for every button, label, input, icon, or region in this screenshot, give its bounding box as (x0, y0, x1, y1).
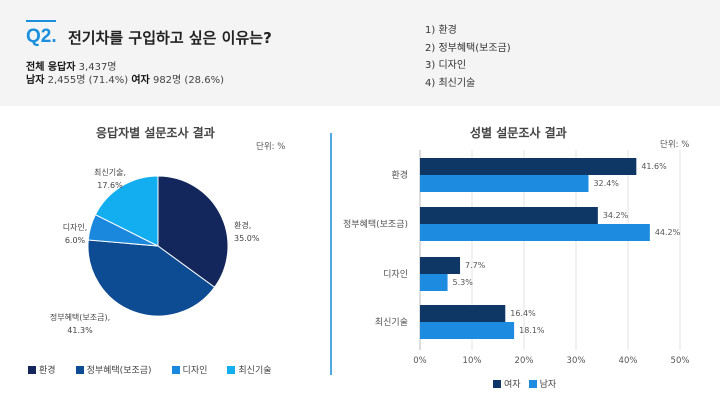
option-1: 1) 환경 (425, 25, 457, 36)
bar-legend: 여자 남자 (493, 377, 576, 390)
female-value: 982명 (28.6%) (152, 75, 224, 86)
bar-male (420, 224, 650, 241)
bar-male (420, 274, 448, 291)
bar-xtick-label: 30% (567, 356, 586, 366)
bar-male (420, 322, 515, 339)
bar-category-label: 디자인 (383, 269, 408, 280)
pie-label-env: 환경, (234, 220, 251, 230)
pie-chart: 환경, 35.0% 정부혜택(보조금), 41.3% 디자인, 6.0% 최신기술, 17.6… (50, 167, 260, 335)
pie-value-design: 6.0% (65, 236, 86, 245)
question-number: Q2. (26, 26, 57, 47)
legend-item-gov: 정부혜택(보조금) (75, 363, 152, 376)
legend-label-env: 환경 (39, 366, 56, 376)
pie-label-tech: 최신기술, (94, 167, 126, 177)
respondent-summary: 전체 응답자 3,437명 남자 2,455명 (71.4%) 여자 982명 … (26, 61, 224, 87)
bar-female (420, 207, 598, 224)
legend-item-female: 여자 (493, 377, 521, 390)
pie-label-gov: 정부혜택(보조금), (50, 312, 110, 322)
legend-item-env: 환경 (28, 363, 56, 376)
bar-value-label: 34.2% (603, 211, 629, 220)
pie-slice-env (157, 175, 229, 288)
bar-value-label: 5.3% (453, 278, 474, 287)
bar-male (420, 175, 589, 192)
total-label: 전체 응답자 (26, 62, 76, 73)
bar-category-label: 환경 (391, 169, 408, 181)
bar-xtick-label: 40% (619, 356, 638, 366)
pie-value-env: 35.0% (234, 234, 260, 243)
legend-label-male: 남자 (539, 380, 557, 390)
legend-swatch-design (171, 365, 180, 374)
legend-swatch-male (528, 379, 537, 388)
bar-xtick-label: 50% (671, 356, 690, 366)
bar-female (420, 257, 461, 274)
legend-label-tech: 최신기술 (238, 366, 272, 376)
pie-slice-tech (94, 175, 159, 247)
legend-swatch-tech (227, 365, 236, 374)
legend-label-female: 여자 (504, 380, 521, 390)
female-label: 여자 (131, 75, 150, 86)
pie-chart-title: 응답자별 설문조사 결과 (96, 126, 215, 140)
bar-female (420, 305, 506, 322)
pie-legend: 환경 정부혜택(보조금) 디자인 최신기술 (28, 363, 292, 376)
legend-label-design: 디자인 (182, 366, 208, 376)
bar-xtick-label: 10% (463, 356, 482, 366)
legend-item-design: 디자인 (171, 363, 208, 376)
legend-item-tech: 최신기술 (227, 363, 272, 376)
bar-value-label: 18.1% (519, 326, 545, 335)
male-value: 2,455명 (71.4%) (47, 75, 129, 86)
answer-options: 1) 환경 2) 정부혜택(보조금) 3) 디자인 4) 최신기술 (425, 22, 511, 92)
bar-value-label: 32.4% (593, 179, 619, 188)
legend-item-male: 남자 (528, 377, 557, 390)
bar-category-label: 정부혜택(보조금) (343, 218, 408, 230)
question-header: Q2. 전기차를 구입하고 싶은 이유는? 전체 응답자 3,437명 남자 2… (0, 0, 720, 106)
bar-female (420, 158, 637, 175)
question-accent-line (26, 20, 56, 22)
legend-swatch-female (493, 379, 501, 388)
option-3: 3) 디자인 (425, 60, 467, 71)
legend-swatch-env (28, 365, 36, 374)
bar-unit-label: 단위: % (660, 140, 690, 150)
option-4: 4) 최신기술 (425, 77, 476, 89)
bar-value-label: 41.6% (641, 162, 667, 171)
total-value: 3,437명 (78, 62, 117, 73)
bar-xtick-label: 0% (413, 356, 427, 366)
pie-slice-gov (87, 239, 216, 317)
legend-swatch-gov (75, 365, 84, 374)
male-label: 남자 (26, 75, 45, 86)
bar-chart: 0% 10% 20% 30% 40% 50% 환경 41.6% 32.4% 정부혜택(보조금) 34… (343, 150, 690, 366)
bar-category-label: 최신기술 (375, 317, 408, 328)
chart-divider (330, 133, 332, 375)
pie-label-design: 디자인, (63, 222, 88, 232)
option-2: 2) 정부혜택(보조금) (425, 42, 511, 54)
bar-value-label: 16.4% (510, 309, 536, 318)
bar-value-label: 7.7% (465, 261, 486, 270)
bar-xtick-label: 20% (515, 356, 534, 366)
question-title: 전기차를 구입하고 싶은 이유는? (68, 29, 272, 47)
legend-label-gov: 정부혜택(보조금) (86, 366, 152, 376)
pie-value-gov: 41.3% (67, 326, 93, 335)
pie-value-tech: 17.6% (97, 181, 123, 190)
bar-value-label: 44.2% (655, 228, 681, 237)
bar-chart-title: 성별 설문조사 결과 (470, 126, 567, 140)
pie-unit-label: 단위: % (256, 142, 286, 152)
